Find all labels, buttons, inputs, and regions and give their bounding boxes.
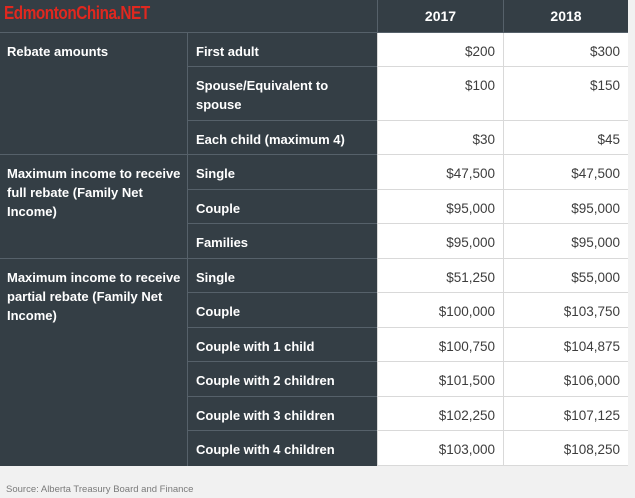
group-rebate-amounts: Rebate amounts	[0, 33, 187, 155]
row-label: Couple with 1 child	[187, 328, 377, 362]
row-label: Spouse/Equivalent to spouse	[187, 67, 377, 121]
value-2018: $45	[503, 121, 628, 155]
group-full-rebate: Maximum income to receive full rebate (F…	[0, 155, 187, 259]
value-2017: $95,000	[377, 224, 503, 259]
row-label: Couple	[187, 190, 377, 224]
row-label: Couple with 2 children	[187, 362, 377, 397]
source-note: Source: Alberta Treasury Board and Finan…	[6, 484, 194, 495]
value-2017: $47,500	[377, 155, 503, 190]
row-label: Couple with 4 children	[187, 431, 377, 466]
value-2018: $108,250	[503, 431, 628, 466]
row-label: Couple	[187, 293, 377, 328]
value-2018: $47,500	[503, 155, 628, 190]
value-2017: $103,000	[377, 431, 503, 466]
value-2017: $100	[377, 67, 503, 121]
value-2017: $30	[377, 121, 503, 155]
value-2018: $103,750	[503, 293, 628, 328]
value-2018: $95,000	[503, 190, 628, 224]
header-2017: 2017	[377, 0, 503, 33]
row-label: Couple with 3 children	[187, 397, 377, 431]
value-2018: $104,875	[503, 328, 628, 362]
header-2018: 2018	[503, 0, 628, 33]
watermark-logo: EdmontonChina.NET	[4, 3, 150, 23]
value-2017: $102,250	[377, 397, 503, 431]
row-label: Each child (maximum 4)	[187, 121, 377, 155]
value-2018: $150	[503, 67, 628, 121]
value-2017: $100,750	[377, 328, 503, 362]
group-partial-rebate: Maximum income to receive partial rebate…	[0, 259, 187, 466]
row-label: Single	[187, 155, 377, 190]
value-2017: $200	[377, 33, 503, 67]
rebate-table: EdmontonChina.NET 2017 2018 Rebate amoun…	[0, 0, 628, 466]
value-2018: $55,000	[503, 259, 628, 293]
row-label: First adult	[187, 33, 377, 67]
value-2018: $95,000	[503, 224, 628, 259]
row-label: Single	[187, 259, 377, 293]
value-2018: $107,125	[503, 397, 628, 431]
header-blank	[0, 0, 377, 33]
value-2017: $100,000	[377, 293, 503, 328]
value-2018: $300	[503, 33, 628, 67]
value-2017: $51,250	[377, 259, 503, 293]
value-2018: $106,000	[503, 362, 628, 397]
value-2017: $95,000	[377, 190, 503, 224]
value-2017: $101,500	[377, 362, 503, 397]
row-label: Families	[187, 224, 377, 259]
